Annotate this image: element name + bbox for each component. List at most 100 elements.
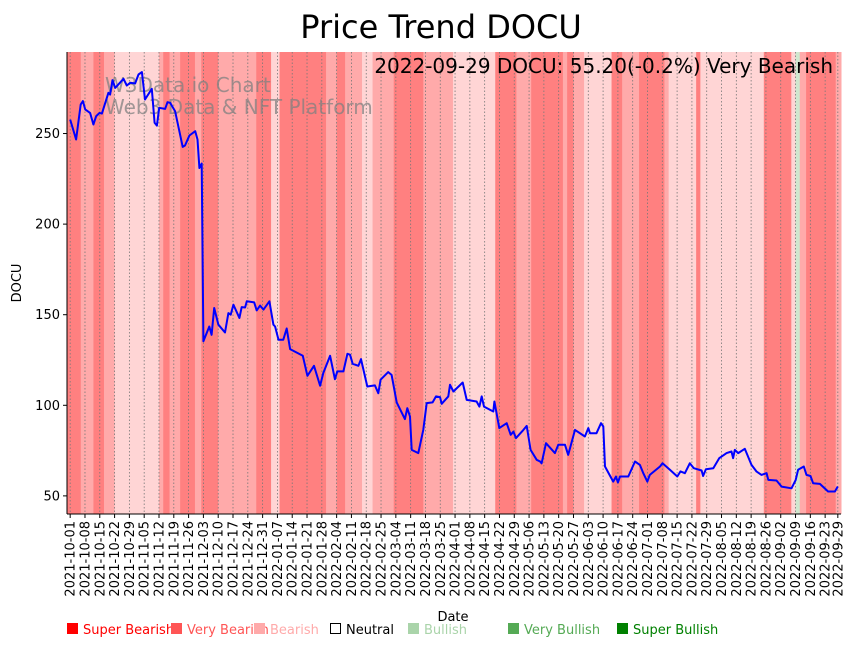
x-tick-label: 2022-01-21 <box>301 521 316 597</box>
watermark-line-1: W3Data.io Chart <box>105 73 271 97</box>
sentiment-band-very-bearish <box>279 52 327 514</box>
legend: Super Bearish Very Bearish Bearish Neutral B… <box>67 623 718 638</box>
sentiment-band-bearish <box>573 52 585 514</box>
x-tick-label: 2022-03-11 <box>404 521 419 597</box>
sentiment-band-mild-bearish <box>668 52 697 514</box>
legend-label: Bullish <box>424 623 467 638</box>
legend-label: Bearish <box>270 623 319 638</box>
legend-label: Super Bullish <box>633 623 718 638</box>
y-axis-label: DOCU <box>10 264 25 303</box>
x-tick-label: 2022-04-01 <box>449 521 464 597</box>
x-tick-label: 2021-12-31 <box>256 521 271 597</box>
x-tick-label: 2022-07-15 <box>671 521 686 597</box>
y-tick-label: 200 <box>35 218 60 233</box>
x-tick-label: 2022-07-29 <box>700 521 715 597</box>
x-tick-label: 2021-12-03 <box>197 521 212 597</box>
sentiment-band-very-bearish <box>180 52 196 514</box>
x-tick-label: 2021-11-19 <box>167 521 182 597</box>
x-tick-label: 2022-02-11 <box>345 521 360 597</box>
sentiment-band-bearish <box>664 52 670 514</box>
x-tick-label: 2022-06-17 <box>611 521 626 597</box>
sentiment-band-very-bearish <box>256 52 272 514</box>
sentiment-band-bearish <box>516 52 532 514</box>
x-tick-label: 2022-05-06 <box>523 521 538 597</box>
x-tick-label: 2022-08-05 <box>715 521 730 597</box>
y-tick-label: 100 <box>35 399 60 414</box>
x-tick-label: 2021-10-29 <box>123 521 138 597</box>
sentiment-band-mild-bearish <box>271 52 281 514</box>
legend-item: Super Bullish <box>617 623 718 638</box>
legend-swatch <box>330 623 341 634</box>
sentiment-band-mild-bearish <box>452 52 496 514</box>
legend-label: Super Bearish <box>83 623 174 638</box>
x-tick-label: 2022-05-13 <box>537 521 552 597</box>
x-tick-label: 2022-07-08 <box>656 521 671 597</box>
y-axis-ticks: 50 100 150 200 250 <box>35 127 67 504</box>
watermark-line-2: Web3 Data & NFT Platform <box>105 95 373 119</box>
sentiment-band-bearish <box>423 52 454 514</box>
legend-item: Very Bearish <box>171 623 269 638</box>
sentiment-band-bearish <box>169 52 181 514</box>
sentiment-band-very-bearish <box>201 52 219 514</box>
x-tick-label: 2021-12-17 <box>227 521 242 597</box>
x-tick-label: 2022-04-22 <box>493 521 508 597</box>
x-tick-label: 2022-01-28 <box>315 521 330 597</box>
sentiment-band-bullish-light <box>795 52 801 514</box>
x-tick-label: 2022-08-26 <box>759 521 774 597</box>
sentiment-band-very-bearish <box>531 52 564 514</box>
x-tick-label: 2021-10-08 <box>78 521 93 597</box>
sentiment-band-mild-bearish <box>584 52 613 514</box>
sentiment-band-very-bearish <box>611 52 623 514</box>
x-axis-label: Date <box>437 610 468 625</box>
x-tick-label: 2021-10-01 <box>64 521 79 597</box>
sentiment-band-bearish <box>194 52 202 514</box>
legend-swatch <box>171 623 182 634</box>
sentiment-band-bearish <box>218 52 257 514</box>
x-tick-label: 2022-05-27 <box>567 521 582 597</box>
sentiment-band-bearish <box>326 52 338 514</box>
sentiment-band-very-bearish <box>495 52 517 514</box>
x-axis-ticks: 2021-10-01 2021-10-08 2021-10-15 2021-10-22… <box>64 514 846 597</box>
x-tick-label: 2022-04-08 <box>463 521 478 597</box>
sentiment-band-very-bearish <box>393 52 424 514</box>
x-tick-label: 2022-09-23 <box>819 521 834 597</box>
y-tick-label: 250 <box>35 127 60 142</box>
x-tick-label: 2022-08-19 <box>745 521 760 597</box>
x-tick-label: 2021-10-15 <box>93 521 108 597</box>
legend-item: Super Bearish <box>67 623 174 638</box>
sentiment-band-bearish <box>80 52 94 514</box>
x-tick-label: 2021-11-12 <box>152 521 167 597</box>
x-tick-label: 2022-03-18 <box>419 521 434 597</box>
legend-swatch <box>508 623 519 634</box>
x-tick-label: 2022-04-15 <box>478 521 493 597</box>
legend-label: Very Bullish <box>524 623 600 638</box>
legend-item: Very Bullish <box>508 623 600 638</box>
x-tick-label: 2022-04-29 <box>508 521 523 597</box>
x-tick-label: 2022-06-03 <box>582 521 597 597</box>
sentiment-band-very-bearish <box>336 52 346 514</box>
x-tick-label: 2022-09-09 <box>789 521 804 597</box>
latest-annotation: 2022-09-29 DOCU: 55.20(-0.2%) Very Beari… <box>374 54 833 78</box>
sentiment-band-bearish <box>622 52 640 514</box>
sentiment-band-bearish <box>799 52 807 514</box>
sentiment-band-very-bearish <box>763 52 792 514</box>
x-tick-label: 2021-12-24 <box>241 521 256 597</box>
x-tick-label: 2022-09-29 <box>831 521 846 597</box>
y-tick-label: 50 <box>43 489 60 504</box>
x-tick-label: 2022-01-07 <box>271 521 286 597</box>
legend-swatch <box>408 623 419 634</box>
sentiment-band-mild-bearish <box>700 52 765 514</box>
sentiment-band-mild-bearish <box>791 52 797 514</box>
legend-label: Neutral <box>346 623 394 638</box>
x-tick-label: 2022-05-20 <box>552 521 567 597</box>
sentiment-band-bearish <box>345 52 363 514</box>
sentiment-band-bearish <box>372 52 395 514</box>
sentiment-band-very-bearish <box>567 52 574 514</box>
chart-title: Price Trend DOCU <box>300 8 582 46</box>
x-tick-label: 2022-07-01 <box>641 521 656 597</box>
sentiment-band-very-bearish <box>163 52 171 514</box>
price-line <box>69 71 839 493</box>
sentiment-bands <box>67 52 842 514</box>
legend-item: Bullish <box>408 623 467 638</box>
